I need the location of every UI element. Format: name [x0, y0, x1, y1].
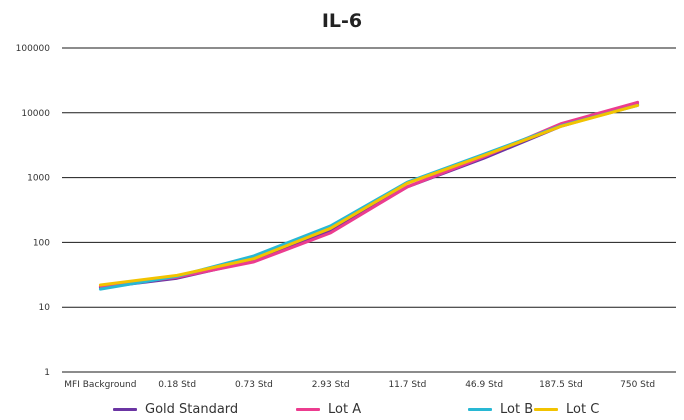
legend-swatch	[468, 408, 492, 411]
legend-label: Lot A	[328, 402, 362, 417]
y-tick-label: 1	[44, 368, 50, 378]
y-tick-label: 1000	[27, 174, 50, 184]
x-tick-label: 0.18 Std	[158, 380, 196, 390]
y-tick-label: 10	[39, 303, 51, 313]
x-tick-label: 750 Std	[620, 380, 655, 390]
x-tick-label: MFI Background	[64, 380, 136, 390]
series-line-4	[98, 103, 640, 287]
legend-item: Lot A	[296, 402, 361, 417]
legend: Gold Standard Lot A Lot B Lot C	[0, 400, 684, 420]
x-tick-label: 0.73 Std	[235, 380, 273, 390]
legend-swatch	[296, 408, 320, 411]
legend-label: Lot B	[500, 402, 534, 417]
legend-label: Lot C	[566, 402, 600, 417]
x-tick-label: 2.93 Std	[312, 380, 350, 390]
y-tick-label: 100	[33, 238, 50, 248]
series-line-2	[98, 100, 640, 288]
legend-swatch	[534, 408, 558, 411]
chart-title: IL-6	[321, 10, 363, 32]
plot-area: 1 10 100 1000 10000 100000 MFI Background 0.18 …	[16, 44, 676, 390]
x-tick-label: 11.7 Std	[388, 380, 426, 390]
legend-item: Gold Standard	[113, 402, 238, 417]
x-tick-label: 187.5 Std	[539, 380, 583, 390]
legend-item: Lot C	[534, 402, 599, 417]
legend-label: Gold Standard	[145, 402, 239, 417]
legend-swatch	[113, 408, 137, 411]
x-tick-label: 46.9 Std	[465, 380, 503, 390]
y-tick-label: 100000	[16, 44, 51, 54]
legend-item: Lot B	[468, 402, 533, 417]
series-line-3	[98, 103, 640, 291]
y-tick-label: 10000	[21, 109, 50, 119]
series-line-1	[98, 102, 640, 290]
